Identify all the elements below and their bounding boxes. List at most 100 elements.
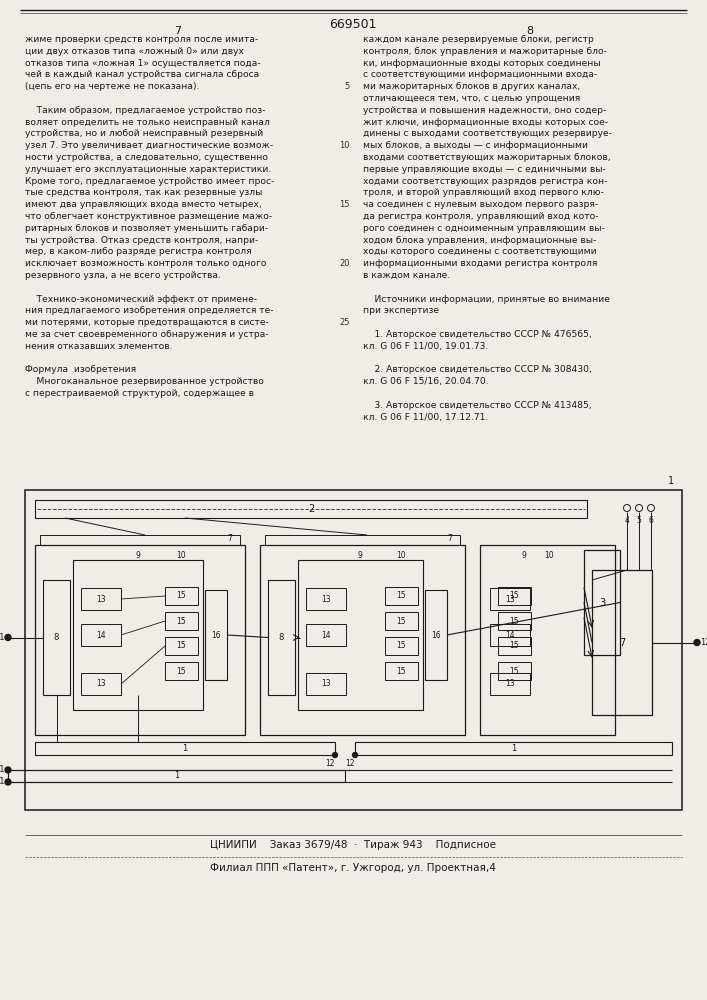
Bar xyxy=(81,588,121,610)
Text: Кроме того, предлагаемое устройство имеет прос-: Кроме того, предлагаемое устройство имее… xyxy=(25,177,274,186)
Text: отличающееся тем, что, с целью упрощения: отличающееся тем, что, с целью упрощения xyxy=(363,94,580,103)
Bar xyxy=(490,673,530,695)
Text: 13: 13 xyxy=(321,594,331,603)
Bar xyxy=(165,637,198,655)
Bar xyxy=(298,560,423,710)
Text: 8: 8 xyxy=(279,633,284,642)
Text: 11: 11 xyxy=(0,778,5,786)
Text: ки, информационные входы которых соединены: ки, информационные входы которых соедине… xyxy=(363,59,601,68)
Text: жиме проверки средств контроля после имита-: жиме проверки средств контроля после ими… xyxy=(25,35,258,44)
Text: что облегчает конструктивное размещение мажо-: что облегчает конструктивное размещение … xyxy=(25,212,272,221)
Text: 2: 2 xyxy=(308,504,314,514)
Text: 13: 13 xyxy=(96,594,106,603)
Text: отказов типа «ложная 1» осуществляется пода-: отказов типа «ложная 1» осуществляется п… xyxy=(25,59,261,68)
Circle shape xyxy=(5,779,11,785)
Text: 11: 11 xyxy=(0,633,5,642)
Text: резервного узла, а не всего устройства.: резервного узла, а не всего устройства. xyxy=(25,271,221,280)
Bar xyxy=(81,673,121,695)
Text: 20: 20 xyxy=(339,259,350,268)
Text: 7: 7 xyxy=(228,534,233,543)
Text: улучшает его эксплуатационные характеристики.: улучшает его эксплуатационные характерис… xyxy=(25,165,271,174)
Text: Филиал ППП «Патент», г. Ужгород, ул. Проектная,4: Филиал ППП «Патент», г. Ужгород, ул. Про… xyxy=(210,863,496,873)
Text: мых блоков, а выходы — с информационными: мых блоков, а выходы — с информационными xyxy=(363,141,588,150)
Bar xyxy=(385,637,418,655)
Text: ции двух отказов типа «ложный 0» или двух: ции двух отказов типа «ложный 0» или дву… xyxy=(25,47,244,56)
Bar xyxy=(490,624,530,646)
Text: 25: 25 xyxy=(339,318,350,327)
Circle shape xyxy=(5,767,11,773)
Text: 13: 13 xyxy=(506,594,515,603)
Text: первые управляющие входы — с единичными вы-: первые управляющие входы — с единичными … xyxy=(363,165,606,174)
Text: 15: 15 xyxy=(397,642,407,650)
Text: 7: 7 xyxy=(448,534,452,543)
Text: узел 7. Это увеличивает диагностические возмож-: узел 7. Это увеличивает диагностические … xyxy=(25,141,273,150)
Text: 14: 14 xyxy=(321,631,331,640)
Text: при экспертизе: при экспертизе xyxy=(363,306,439,315)
Text: 1. Авторское свидетельство СССР № 476565,: 1. Авторское свидетельство СССР № 476565… xyxy=(363,330,592,339)
Text: 4: 4 xyxy=(624,516,629,525)
Text: 11: 11 xyxy=(0,766,5,774)
Text: нения отказавших элементов.: нения отказавших элементов. xyxy=(25,342,173,351)
Text: 15: 15 xyxy=(177,591,187,600)
Bar xyxy=(385,662,418,680)
Text: 8: 8 xyxy=(54,633,59,642)
Text: 15: 15 xyxy=(510,666,520,676)
Text: 10: 10 xyxy=(544,551,554,560)
Text: Формула  изобретения: Формула изобретения xyxy=(25,365,136,374)
Bar xyxy=(25,490,682,810)
Text: входами соответствующих мажоритарных блоков,: входами соответствующих мажоритарных бло… xyxy=(363,153,611,162)
Bar xyxy=(35,545,245,735)
Text: ты устройства. Отказ средств контроля, напри-: ты устройства. Отказ средств контроля, н… xyxy=(25,236,258,245)
Bar xyxy=(268,580,295,695)
Text: с соответствующими информационными входа-: с соответствующими информационными входа… xyxy=(363,70,597,79)
Text: ме за счет своевременного обнаружения и устра-: ме за счет своевременного обнаружения и … xyxy=(25,330,269,339)
Text: 5: 5 xyxy=(636,516,641,525)
Bar xyxy=(35,500,587,518)
Text: 1: 1 xyxy=(182,744,187,753)
Text: 15: 15 xyxy=(397,591,407,600)
Text: 9: 9 xyxy=(522,551,527,560)
Text: 13: 13 xyxy=(506,680,515,688)
Text: 14: 14 xyxy=(96,631,106,640)
Text: 7: 7 xyxy=(175,26,182,36)
Text: 16: 16 xyxy=(431,631,440,640)
Text: ния предлагаемого изобретения определяется те-: ния предлагаемого изобретения определяет… xyxy=(25,306,274,315)
Bar xyxy=(165,587,198,605)
Text: 15: 15 xyxy=(510,616,520,626)
Bar xyxy=(43,580,70,695)
Bar xyxy=(306,673,346,695)
Text: 15: 15 xyxy=(177,666,187,676)
Text: информационными входами регистра контроля: информационными входами регистра контрол… xyxy=(363,259,597,268)
Text: мер, в каком-либо разряде регистра контроля: мер, в каком-либо разряде регистра контр… xyxy=(25,247,252,256)
Text: чей в каждый канал устройства сигнала сброса: чей в каждый канал устройства сигнала сб… xyxy=(25,70,259,79)
Text: 16: 16 xyxy=(211,631,221,640)
Text: ЦНИИПИ    Заказ 3679/48  ·  Тираж 943    Подписное: ЦНИИПИ Заказ 3679/48 · Тираж 943 Подписн… xyxy=(210,840,496,850)
Bar xyxy=(35,742,335,755)
Bar xyxy=(165,612,198,630)
Text: ности устройства, а следовательно, существенно: ности устройства, а следовательно, сущес… xyxy=(25,153,268,162)
Text: 9: 9 xyxy=(358,551,363,560)
Bar xyxy=(265,535,460,545)
Bar xyxy=(385,612,418,630)
Text: ходом блока управления, информационные вы-: ходом блока управления, информационные в… xyxy=(363,236,596,245)
Text: кл. G 06 F 15/16, 20.04.70.: кл. G 06 F 15/16, 20.04.70. xyxy=(363,377,489,386)
Bar xyxy=(592,570,652,715)
Text: 6: 6 xyxy=(648,516,653,525)
Text: 12: 12 xyxy=(345,759,355,768)
Text: 1: 1 xyxy=(668,476,674,486)
Text: 5: 5 xyxy=(345,82,350,91)
Text: динены с выходами соответствующих резервируе-: динены с выходами соответствующих резерв… xyxy=(363,129,612,138)
Text: Источники информации, принятые во внимание: Источники информации, принятые во вниман… xyxy=(363,295,610,304)
Text: да регистра контроля, управляющий вход кото-: да регистра контроля, управляющий вход к… xyxy=(363,212,599,221)
Text: 15: 15 xyxy=(339,200,350,209)
Text: ходы которого соединены с соответствующими: ходы которого соединены с соответствующи… xyxy=(363,247,597,256)
Text: 9: 9 xyxy=(136,551,141,560)
Text: Технико-экономический эффект от примене-: Технико-экономический эффект от примене- xyxy=(25,295,257,304)
Text: имеют два управляющих входа вместо четырех,: имеют два управляющих входа вместо четыр… xyxy=(25,200,262,209)
Text: 8: 8 xyxy=(527,26,534,36)
Bar xyxy=(40,535,240,545)
Text: троля, и второй управляющий вход первого клю-: троля, и второй управляющий вход первого… xyxy=(363,188,604,197)
Text: исключает возможность контроля только одного: исключает возможность контроля только од… xyxy=(25,259,267,268)
Bar xyxy=(306,588,346,610)
Text: 15: 15 xyxy=(510,642,520,650)
